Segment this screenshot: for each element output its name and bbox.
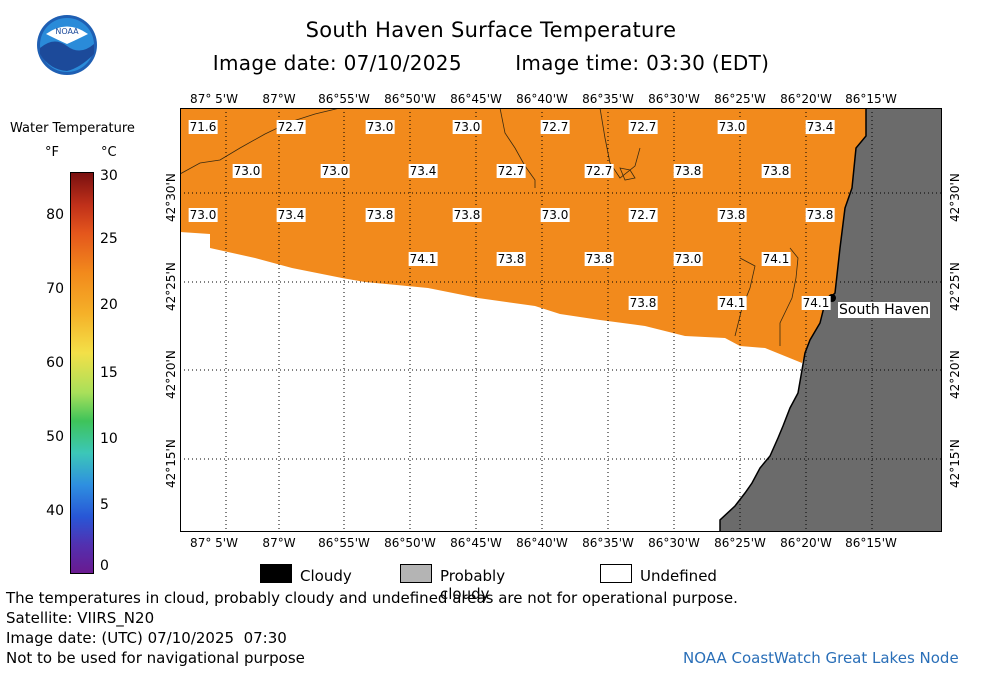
lat-label: 42°15'N bbox=[164, 439, 178, 488]
logo-text: NOAA bbox=[55, 27, 79, 36]
lon-label: 87° 5'W bbox=[190, 536, 238, 550]
lon-label: 87°W bbox=[262, 92, 296, 106]
lon-label: 86°35'W bbox=[582, 536, 634, 550]
subtitle: Image date: 07/10/2025 Image time: 03:30… bbox=[0, 51, 982, 75]
temp-label: 73.8 bbox=[673, 164, 703, 178]
image-date: Image date: 07/10/2025 bbox=[212, 51, 462, 75]
lon-label: 86°15'W bbox=[845, 536, 897, 550]
f-tick: 80 bbox=[46, 207, 64, 223]
temp-label: 74.1 bbox=[761, 252, 791, 266]
temp-label: 73.0 bbox=[717, 120, 747, 134]
f-tick: 40 bbox=[46, 503, 64, 519]
undefined-swatch bbox=[600, 564, 632, 583]
temp-label: 73.0 bbox=[540, 208, 570, 222]
cloudy-label: Cloudy bbox=[300, 567, 352, 585]
temp-label: 72.7 bbox=[496, 164, 526, 178]
c-tick: 10 bbox=[100, 431, 118, 447]
temp-label: 73.0 bbox=[188, 208, 218, 222]
temp-label: 74.1 bbox=[801, 296, 831, 310]
lat-label: 42°25'N bbox=[164, 262, 178, 311]
temp-label: 73.8 bbox=[584, 252, 614, 266]
temp-label: 73.0 bbox=[320, 164, 350, 178]
footer-credit: NOAA CoastWatch Great Lakes Node bbox=[683, 649, 959, 667]
lon-label: 86°55'W bbox=[318, 536, 370, 550]
temp-label: 73.0 bbox=[673, 252, 703, 266]
c-tick: 20 bbox=[100, 297, 118, 313]
lon-label: 86°25'W bbox=[714, 92, 766, 106]
footer-utc-date: Image date: (UTC) 07/10/2025 07:30 bbox=[6, 629, 287, 647]
lat-label: 42°30'N bbox=[164, 173, 178, 222]
f-tick: 60 bbox=[46, 355, 64, 371]
temp-label: 73.8 bbox=[805, 208, 835, 222]
lon-label: 86°50'W bbox=[384, 536, 436, 550]
place-label-south-haven: South Haven bbox=[838, 302, 931, 318]
temp-label: 71.6 bbox=[188, 120, 218, 134]
temp-label: 72.7 bbox=[628, 208, 658, 222]
footer-nav-warning: Not to be used for navigational purpose bbox=[6, 649, 305, 667]
temp-label: 72.7 bbox=[628, 120, 658, 134]
noaa-logo: NOAA bbox=[36, 14, 98, 76]
lon-label: 86°30'W bbox=[648, 92, 700, 106]
lon-label: 87°W bbox=[262, 536, 296, 550]
temp-label: 73.0 bbox=[365, 120, 395, 134]
lat-label: 42°30'N bbox=[948, 173, 962, 222]
temp-label: 73.4 bbox=[276, 208, 306, 222]
lon-label: 86°55'W bbox=[318, 92, 370, 106]
legend-unit-f: °F bbox=[45, 145, 59, 160]
temp-label: 73.4 bbox=[408, 164, 438, 178]
temp-label: 73.8 bbox=[628, 296, 658, 310]
f-tick: 70 bbox=[46, 281, 64, 297]
undefined-label: Undefined bbox=[640, 567, 717, 585]
lon-label: 87° 5'W bbox=[190, 92, 238, 106]
temp-label: 72.7 bbox=[276, 120, 306, 134]
temp-label: 73.8 bbox=[717, 208, 747, 222]
lat-label: 42°20'N bbox=[948, 350, 962, 399]
temp-label: 73.8 bbox=[452, 208, 482, 222]
land-area bbox=[719, 108, 942, 532]
lon-label: 86°40'W bbox=[516, 92, 568, 106]
temp-label: 73.8 bbox=[365, 208, 395, 222]
temp-label: 72.7 bbox=[540, 120, 570, 134]
temp-label: 74.1 bbox=[408, 252, 438, 266]
temp-label: 73.8 bbox=[761, 164, 791, 178]
page-title: South Haven Surface Temperature bbox=[305, 18, 677, 42]
lon-label: 86°45'W bbox=[450, 92, 502, 106]
c-tick: 15 bbox=[100, 365, 118, 381]
c-tick: 25 bbox=[100, 231, 118, 247]
temp-label: 72.7 bbox=[584, 164, 614, 178]
probably-cloudy-swatch bbox=[400, 564, 432, 583]
cloudy-swatch bbox=[260, 564, 292, 583]
contour-lines bbox=[180, 108, 799, 346]
footer-note: The temperatures in cloud, probably clou… bbox=[6, 589, 738, 607]
temp-label: 73.8 bbox=[496, 252, 526, 266]
lon-label: 86°20'W bbox=[780, 92, 832, 106]
lon-label: 86°40'W bbox=[516, 536, 568, 550]
legend-unit-c: °C bbox=[101, 145, 117, 160]
c-tick: 5 bbox=[100, 497, 109, 513]
temp-label: 74.1 bbox=[717, 296, 747, 310]
f-tick: 50 bbox=[46, 429, 64, 445]
image-time: Image time: 03:30 (EDT) bbox=[515, 51, 770, 75]
temp-label: 73.4 bbox=[805, 120, 835, 134]
c-tick: 30 bbox=[100, 168, 118, 184]
lat-label: 42°20'N bbox=[164, 350, 178, 399]
grid-lines bbox=[180, 108, 942, 532]
lon-label: 86°35'W bbox=[582, 92, 634, 106]
lon-label: 86°15'W bbox=[845, 92, 897, 106]
lon-label: 86°30'W bbox=[648, 536, 700, 550]
temp-label: 73.0 bbox=[452, 120, 482, 134]
lon-label: 86°50'W bbox=[384, 92, 436, 106]
legend-title: Water Temperature bbox=[10, 121, 135, 136]
temp-label: 73.0 bbox=[232, 164, 262, 178]
footer-satellite: Satellite: VIIRS_N20 bbox=[6, 609, 155, 627]
lon-label: 86°25'W bbox=[714, 536, 766, 550]
color-bar bbox=[70, 172, 94, 574]
lon-label: 86°20'W bbox=[780, 536, 832, 550]
probably-cloudy-label: Probably cloudy bbox=[440, 567, 506, 603]
map-frame bbox=[180, 108, 942, 532]
lat-label: 42°25'N bbox=[948, 262, 962, 311]
lon-label: 86°45'W bbox=[450, 536, 502, 550]
c-tick: 0 bbox=[100, 558, 109, 574]
lat-label: 42°15'N bbox=[948, 439, 962, 488]
